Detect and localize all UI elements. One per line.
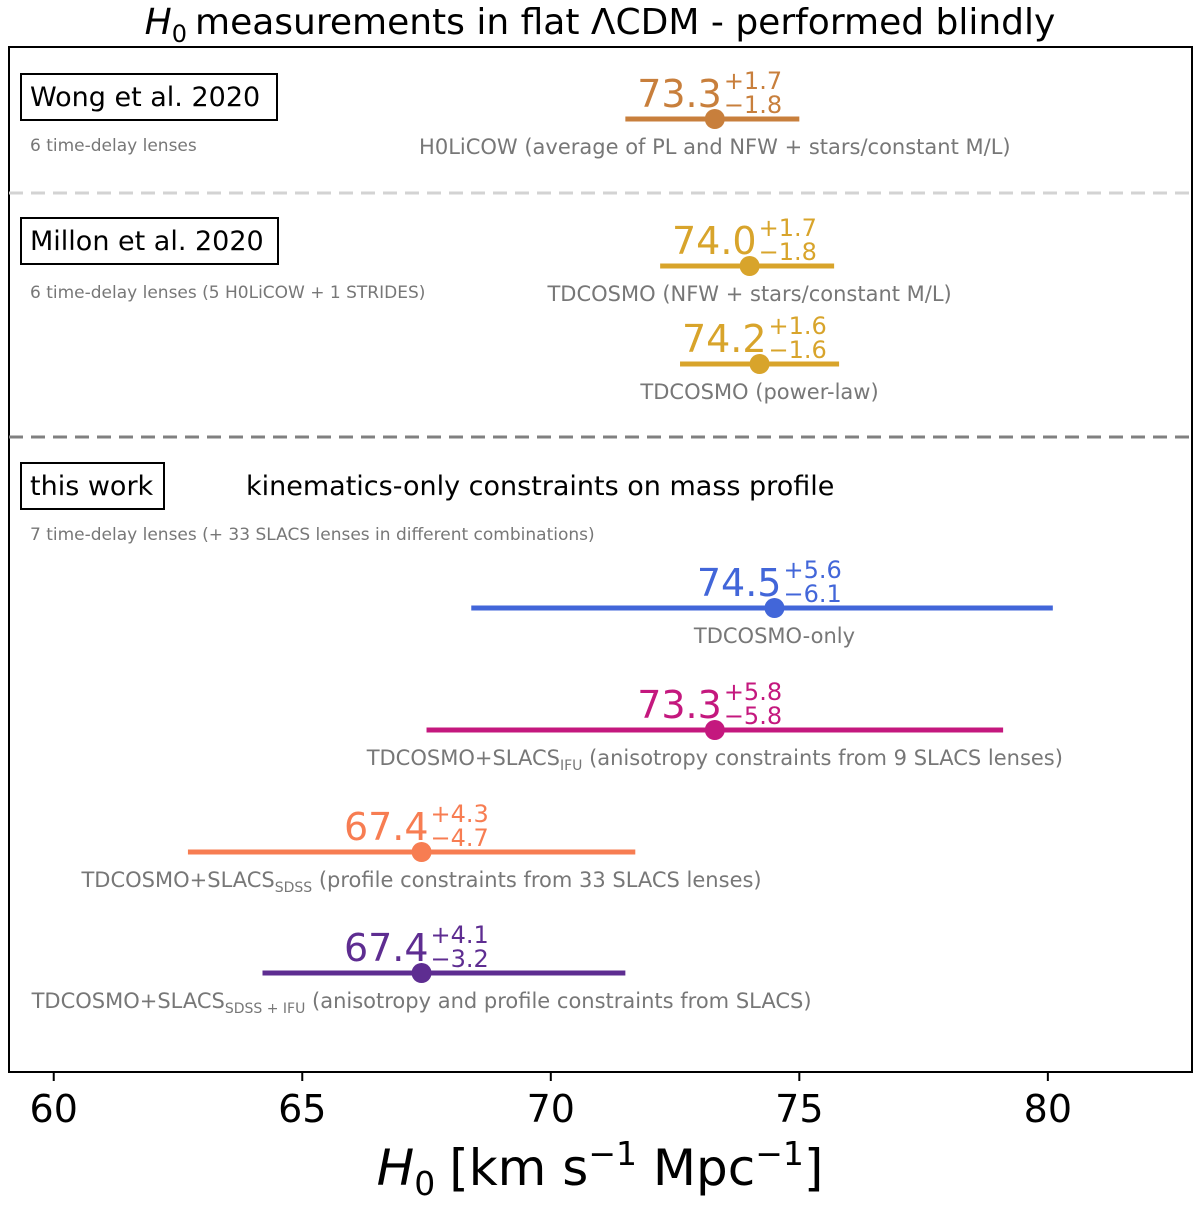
x-tick-label: 70 — [527, 1087, 575, 1131]
group-sublabel: 7 time-delay lenses (+ 33 SLACS lenses i… — [30, 525, 595, 545]
group-sublabel: 6 time-delay lenses — [30, 136, 197, 156]
error-plus-label: +5.8 — [724, 678, 782, 706]
data-point — [411, 842, 432, 862]
measurement: 74.2 +1.6−1.6 TDCOSMO (power-law) — [639, 312, 878, 404]
error-plus-label: +4.3 — [431, 800, 489, 828]
description-rest: (anisotropy constraints from 9 SLACS len… — [582, 746, 1063, 770]
measurement: 67.4 +4.1−3.2 TDCOSMO+SLACSSDSS + IFU (ani… — [31, 921, 812, 1017]
plot-frame — [8, 46, 1193, 1073]
group-label: Millon et al. 2020 — [30, 226, 264, 257]
description-subscript: SDSS — [275, 880, 313, 896]
group-wong: Wong et al. 2020 6 time-delay lenses — [20, 73, 278, 156]
error-plus-label: +1.7 — [724, 67, 782, 95]
data-point — [704, 720, 725, 740]
value-label: 73.3 — [637, 683, 722, 727]
group-label-box — [20, 73, 278, 121]
xlabel-close: ] — [804, 1139, 824, 1197]
xlabel-mid: Mpc — [637, 1139, 755, 1197]
group-this-work: this work kinematics-only constraints on… — [20, 462, 834, 545]
description-text: TDCOSMO+SLACS — [366, 746, 560, 770]
description-text: TDCOSMO-only — [693, 624, 855, 648]
description-subscript: SDSS + IFU — [225, 1001, 306, 1017]
data-point — [764, 598, 785, 618]
description-subscript: IFU — [560, 758, 582, 774]
description-text: TDCOSMO (power-law) — [639, 380, 878, 404]
error-minus-label: −3.2 — [431, 945, 489, 973]
group-sublabel: 6 time-delay lenses (5 H0LiCOW + 1 STRID… — [30, 283, 425, 303]
measurement: 67.4 +4.3−4.7 TDCOSMO+SLACSSDSS (profile c… — [80, 800, 761, 896]
value-label: 67.4 — [344, 926, 429, 970]
data-point — [411, 963, 432, 983]
group-label-box — [20, 462, 165, 510]
group-label: Wong et al. 2020 — [30, 82, 260, 113]
x-tick-label: 60 — [30, 1087, 78, 1131]
title-h-subscript: 0 — [172, 20, 187, 48]
title-h-symbol: H — [145, 2, 172, 43]
x-axis: 60 65 70 75 80 — [30, 1072, 1072, 1131]
xlabel-h-subscript: 0 — [414, 1164, 435, 1203]
group-extra-label: kinematics-only constraints on mass prof… — [246, 471, 834, 502]
error-minus-label: −1.8 — [759, 238, 817, 266]
group-label: this work — [30, 471, 154, 502]
group-millon: Millon et al. 2020 6 time-delay lenses (… — [20, 217, 425, 303]
data-point — [749, 354, 770, 374]
description-rest: (anisotropy and profile constraints from… — [305, 989, 811, 1013]
error-minus-label: −6.1 — [783, 580, 841, 608]
data-point — [739, 256, 760, 276]
value-label: 73.3 — [637, 72, 722, 116]
x-tick-label: 75 — [775, 1087, 823, 1131]
measurement-description: TDCOSMO+SLACSIFU (anisotropy constraints… — [366, 746, 1063, 774]
xlabel-open: [km s — [449, 1139, 588, 1197]
measurement: 73.3 +5.8−5.8 TDCOSMO+SLACSIFU (anisotropy… — [366, 678, 1063, 774]
chart-title: H0 measurements in flat ΛCDM - performed … — [145, 2, 1056, 48]
measurement-description: TDCOSMO+SLACSSDSS (profile constraints f… — [80, 868, 761, 896]
value-label: 74.2 — [682, 317, 767, 361]
error-plus-label: +1.6 — [769, 312, 827, 340]
measurement-description: TDCOSMO (NFW + stars/constant M/L) — [546, 282, 951, 306]
value-label: 74.5 — [697, 561, 782, 605]
error-plus-label: +1.7 — [759, 214, 817, 242]
error-plus-label: +5.6 — [783, 556, 841, 584]
error-plus-label: +4.1 — [431, 921, 489, 949]
description-text: TDCOSMO+SLACS — [80, 868, 274, 892]
xlabel-h-symbol: H — [377, 1139, 415, 1197]
measurement: 73.3 +1.7−1.8 H0LiCOW (average of PL and N… — [419, 67, 1011, 159]
measurement: 74.5 +5.6−6.1 TDCOSMO-only — [471, 556, 1053, 648]
measurement-description: TDCOSMO (power-law) — [639, 380, 878, 404]
measurement-description: TDCOSMO+SLACSSDSS + IFU (anisotropy and … — [31, 989, 812, 1017]
x-tick-label: 80 — [1024, 1087, 1072, 1131]
measurement-description: H0LiCOW (average of PL and NFW + stars/c… — [419, 135, 1011, 159]
data-point — [704, 109, 725, 129]
description-text: TDCOSMO+SLACS — [31, 989, 225, 1013]
error-minus-label: −1.8 — [724, 91, 782, 119]
xlabel-exp-2: −1 — [755, 1134, 804, 1173]
measurement: 74.0 +1.7−1.8 TDCOSMO (NFW + stars/constan… — [546, 214, 951, 306]
description-rest: (profile constraints from 33 SLACS lense… — [312, 868, 761, 892]
x-axis-label: H0 [km s−1 Mpc−1] — [377, 1134, 824, 1203]
x-tick-label: 65 — [278, 1087, 326, 1131]
value-label: 74.0 — [672, 219, 757, 263]
group-label-box — [20, 217, 279, 265]
value-label: 67.4 — [344, 805, 429, 849]
measurement-description: TDCOSMO-only — [693, 624, 855, 648]
title-text: measurements in flat ΛCDM - performed bl… — [195, 2, 1055, 43]
error-minus-label: −5.8 — [724, 702, 782, 730]
description-text: TDCOSMO (NFW + stars/constant M/L) — [546, 282, 951, 306]
description-text: H0LiCOW (average of PL and NFW + stars/c… — [419, 135, 1011, 159]
error-minus-label: −4.7 — [431, 824, 489, 852]
xlabel-exp-1: −1 — [588, 1134, 637, 1173]
error-minus-label: −1.6 — [769, 336, 827, 364]
